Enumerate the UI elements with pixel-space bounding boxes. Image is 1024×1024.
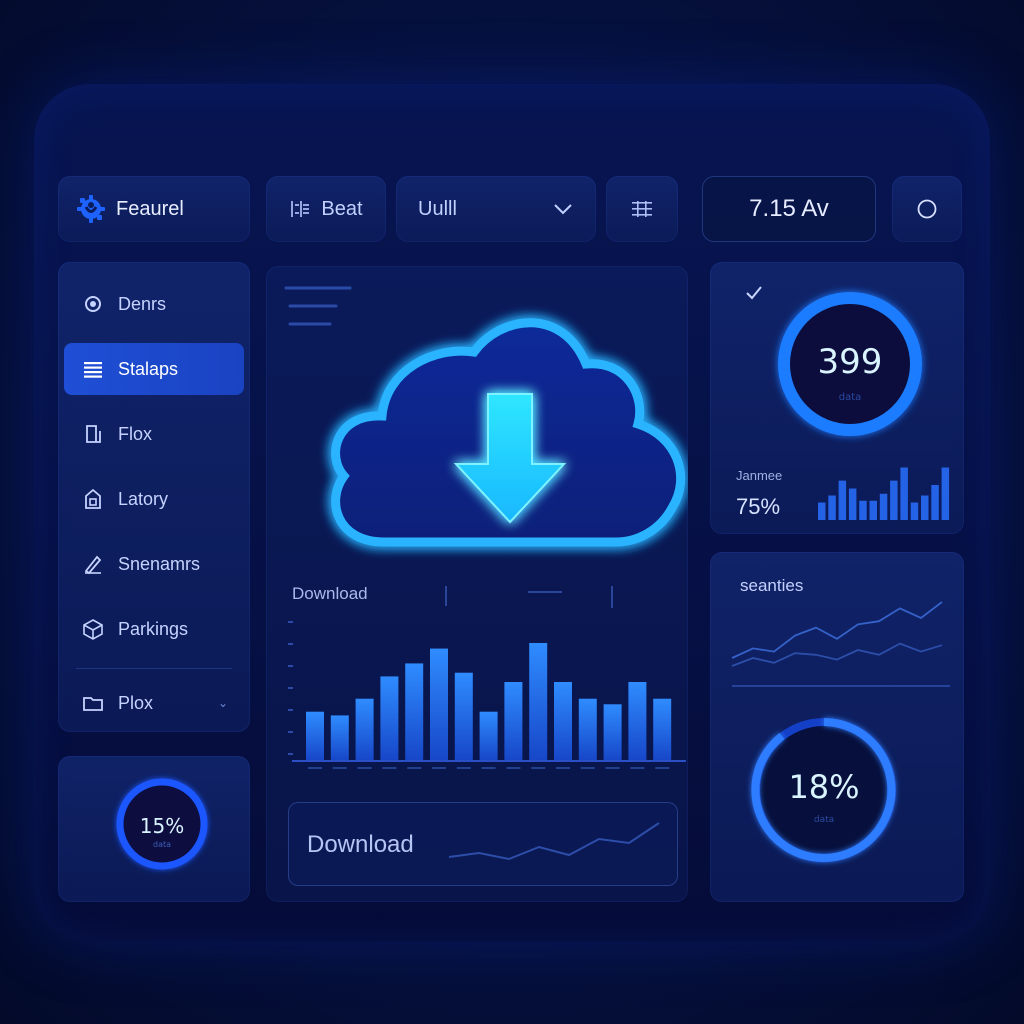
header-dashes <box>445 586 613 608</box>
download-button-label: Download <box>307 831 414 858</box>
sidebar-item-label: Denrs <box>118 293 167 314</box>
chart-label: Download <box>292 584 368 603</box>
mini-bar <box>869 500 877 520</box>
sparkline <box>448 822 660 861</box>
mini-bar <box>818 502 826 520</box>
readout-value: 7.15 Av <box>749 195 829 222</box>
tag-icon <box>85 488 101 509</box>
list-icon <box>84 362 102 378</box>
chevron-down-icon: ⌄ <box>217 696 228 710</box>
chart-bar <box>380 676 399 760</box>
sidebar: Denrs Stalaps Flox Latory Snenamrs Parki… <box>58 262 250 732</box>
chart-bar <box>603 704 622 760</box>
sidebar-divider <box>76 668 232 669</box>
panel-header-lines <box>284 286 352 326</box>
mini-bar <box>941 467 950 520</box>
mini-bar <box>921 495 929 520</box>
mini-bar <box>859 500 867 520</box>
line-chart <box>731 601 950 687</box>
pen-icon <box>84 555 102 575</box>
brand[interactable]: Feaurel <box>58 176 250 242</box>
cloud-download-icon[interactable] <box>266 286 688 586</box>
chart-bar <box>529 643 548 760</box>
beat-button[interactable]: Beat <box>266 176 386 242</box>
check-icon <box>746 286 762 300</box>
bottom-left-gauge-card: data 15% <box>58 756 250 902</box>
sidebar-item-label: Flox <box>118 423 153 444</box>
sidebar-item-denrs[interactable]: Denrs <box>64 278 244 330</box>
chart-bar <box>430 648 448 760</box>
chart-bar <box>554 682 572 760</box>
mini-bar <box>890 480 898 520</box>
chart-bar <box>454 672 473 760</box>
chart-bar <box>578 698 597 760</box>
gauge-ring-bottom: data <box>751 718 896 862</box>
right-bottom-title: seanties <box>740 576 804 595</box>
line-series <box>731 642 943 667</box>
sidebar-item-stalaps[interactable]: Stalaps <box>64 343 244 395</box>
mini-bar-chart <box>818 467 950 520</box>
toolbar-dropdown[interactable]: Uulll <box>396 176 596 242</box>
sidebar-item-label: Parkings <box>118 618 189 639</box>
sidebar-item-latory[interactable]: Latory <box>64 473 244 525</box>
right-top-gauge-value: 399 <box>817 342 883 382</box>
dropdown-value: Uulll <box>418 197 457 220</box>
document-icon <box>86 425 101 443</box>
sidebar-item-label: Latory <box>118 488 169 509</box>
chart-bar <box>504 682 523 760</box>
chart-bar <box>479 711 498 760</box>
chart-bar <box>653 698 672 760</box>
gear-logo-icon <box>77 195 105 223</box>
download-panel: Download Download <box>266 266 688 902</box>
right-top-percent: 75% <box>736 494 781 519</box>
right-top-card: data 399 Janmee 75% <box>710 262 964 534</box>
beat-button-label: Beat <box>321 197 363 220</box>
sidebar-item-label: Stalaps <box>118 358 179 379</box>
chevron-down-icon <box>554 204 572 215</box>
sidebar-item-snenamrs[interactable]: Snenamrs <box>64 538 244 590</box>
mini-bar <box>828 495 836 520</box>
mini-bar <box>910 502 919 520</box>
grid-button[interactable] <box>606 176 678 242</box>
chart-bar <box>306 711 324 760</box>
mini-bar <box>838 480 847 520</box>
download-bar-chart <box>288 621 686 769</box>
circle-button[interactable] <box>892 176 962 242</box>
svg-text:data: data <box>153 840 171 849</box>
bottom-left-gauge-value: 15% <box>139 814 185 838</box>
right-top-label: Janmee <box>736 468 783 483</box>
mini-bar <box>900 467 908 520</box>
sidebar-item-label: Plox <box>118 692 154 713</box>
svg-text:data: data <box>814 815 834 825</box>
chart-bar <box>330 715 349 760</box>
gauge-ring: data <box>778 292 922 436</box>
grid-icon <box>632 201 652 217</box>
columns-icon <box>291 201 310 217</box>
chart-bar <box>628 682 647 760</box>
sidebar-item-flox[interactable]: Flox <box>64 408 244 460</box>
svg-text:data: data <box>839 392 862 403</box>
mini-bar <box>879 493 888 520</box>
readout-box[interactable]: 7.15 Av <box>702 176 876 242</box>
cube-icon <box>83 619 103 640</box>
right-bottom-gauge-value: 18% <box>788 768 860 806</box>
mini-bar <box>931 485 939 520</box>
sidebar-item-label: Snenamrs <box>118 553 201 574</box>
brand-name: Feaurel <box>116 197 184 220</box>
circle-icon <box>917 199 937 219</box>
chart-bar <box>355 698 374 760</box>
sidebar-item-parkings[interactable]: Parkings <box>64 603 244 655</box>
right-bottom-card: seanties data 18% <box>710 552 964 902</box>
download-button[interactable]: Download <box>288 802 678 886</box>
line-series <box>731 601 943 659</box>
folder-icon <box>83 697 103 711</box>
gear-icon <box>85 296 101 312</box>
sidebar-item-plox[interactable]: Plox ⌄ <box>64 677 244 729</box>
chart-bar <box>405 663 424 760</box>
progress-ring: data <box>116 778 208 870</box>
mini-bar <box>848 488 857 520</box>
